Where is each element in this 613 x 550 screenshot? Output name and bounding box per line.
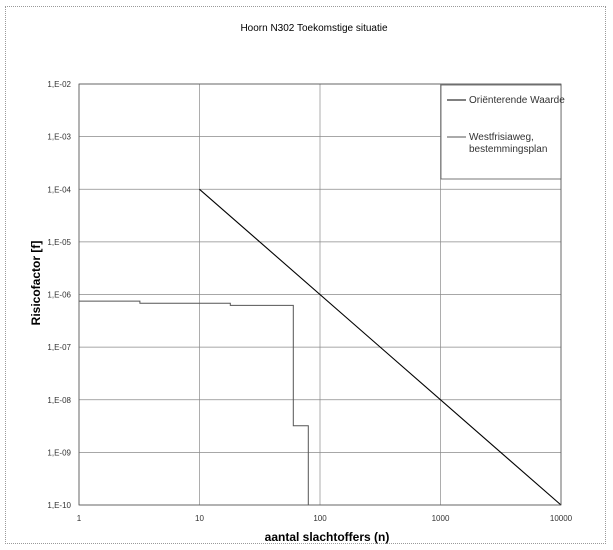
y-tick-label: 1,E-02: [47, 80, 71, 89]
series-line-2: [79, 300, 309, 505]
x-axis-label: aantal slachtoffers (n): [265, 530, 390, 544]
x-tick-labels: 1 10 100 1000 10000: [77, 514, 573, 523]
x-tick-label: 100: [313, 514, 327, 523]
y-tick-label: 1,E-10: [47, 501, 71, 510]
y-tick-label: 1,E-03: [47, 133, 71, 142]
y-tick-label: 1,E-09: [47, 448, 71, 457]
y-tick-label: 1,E-05: [47, 238, 71, 247]
legend-box: [440, 84, 562, 180]
y-axis-label: Risicofactor [f]: [29, 241, 43, 326]
legend: Oriënterende Waarde Westfrisiaweg, bestemm…: [440, 84, 565, 180]
legend-label-2: Westfrisiaweg, bestemmingsplan: [469, 132, 547, 155]
x-tick-label: 1: [77, 514, 82, 523]
x-tick-label: 10: [195, 514, 204, 523]
x-tick-label: 10000: [550, 514, 573, 523]
y-tick-label: 1,E-08: [47, 396, 71, 405]
plot-border: [78, 83, 562, 506]
y-tick-labels: 1,E-02 1,E-03 1,E-04 1,E-05 1,E-06 1,E-07 1,E-…: [47, 80, 71, 510]
legend-label-1: Oriënterende Waarde: [469, 95, 565, 106]
y-tick-label: 1,E-04: [47, 185, 71, 194]
series-line-1: [199, 188, 562, 506]
y-tick-label: 1,E-07: [47, 343, 71, 352]
series-layer: [79, 188, 562, 506]
chart-frame: [5, 6, 606, 544]
y-tick-label: 1,E-06: [47, 291, 71, 300]
chart-title: Hoorn N302 Toekomstige situatie: [240, 23, 388, 34]
x-tick-label: 1000: [432, 514, 450, 523]
